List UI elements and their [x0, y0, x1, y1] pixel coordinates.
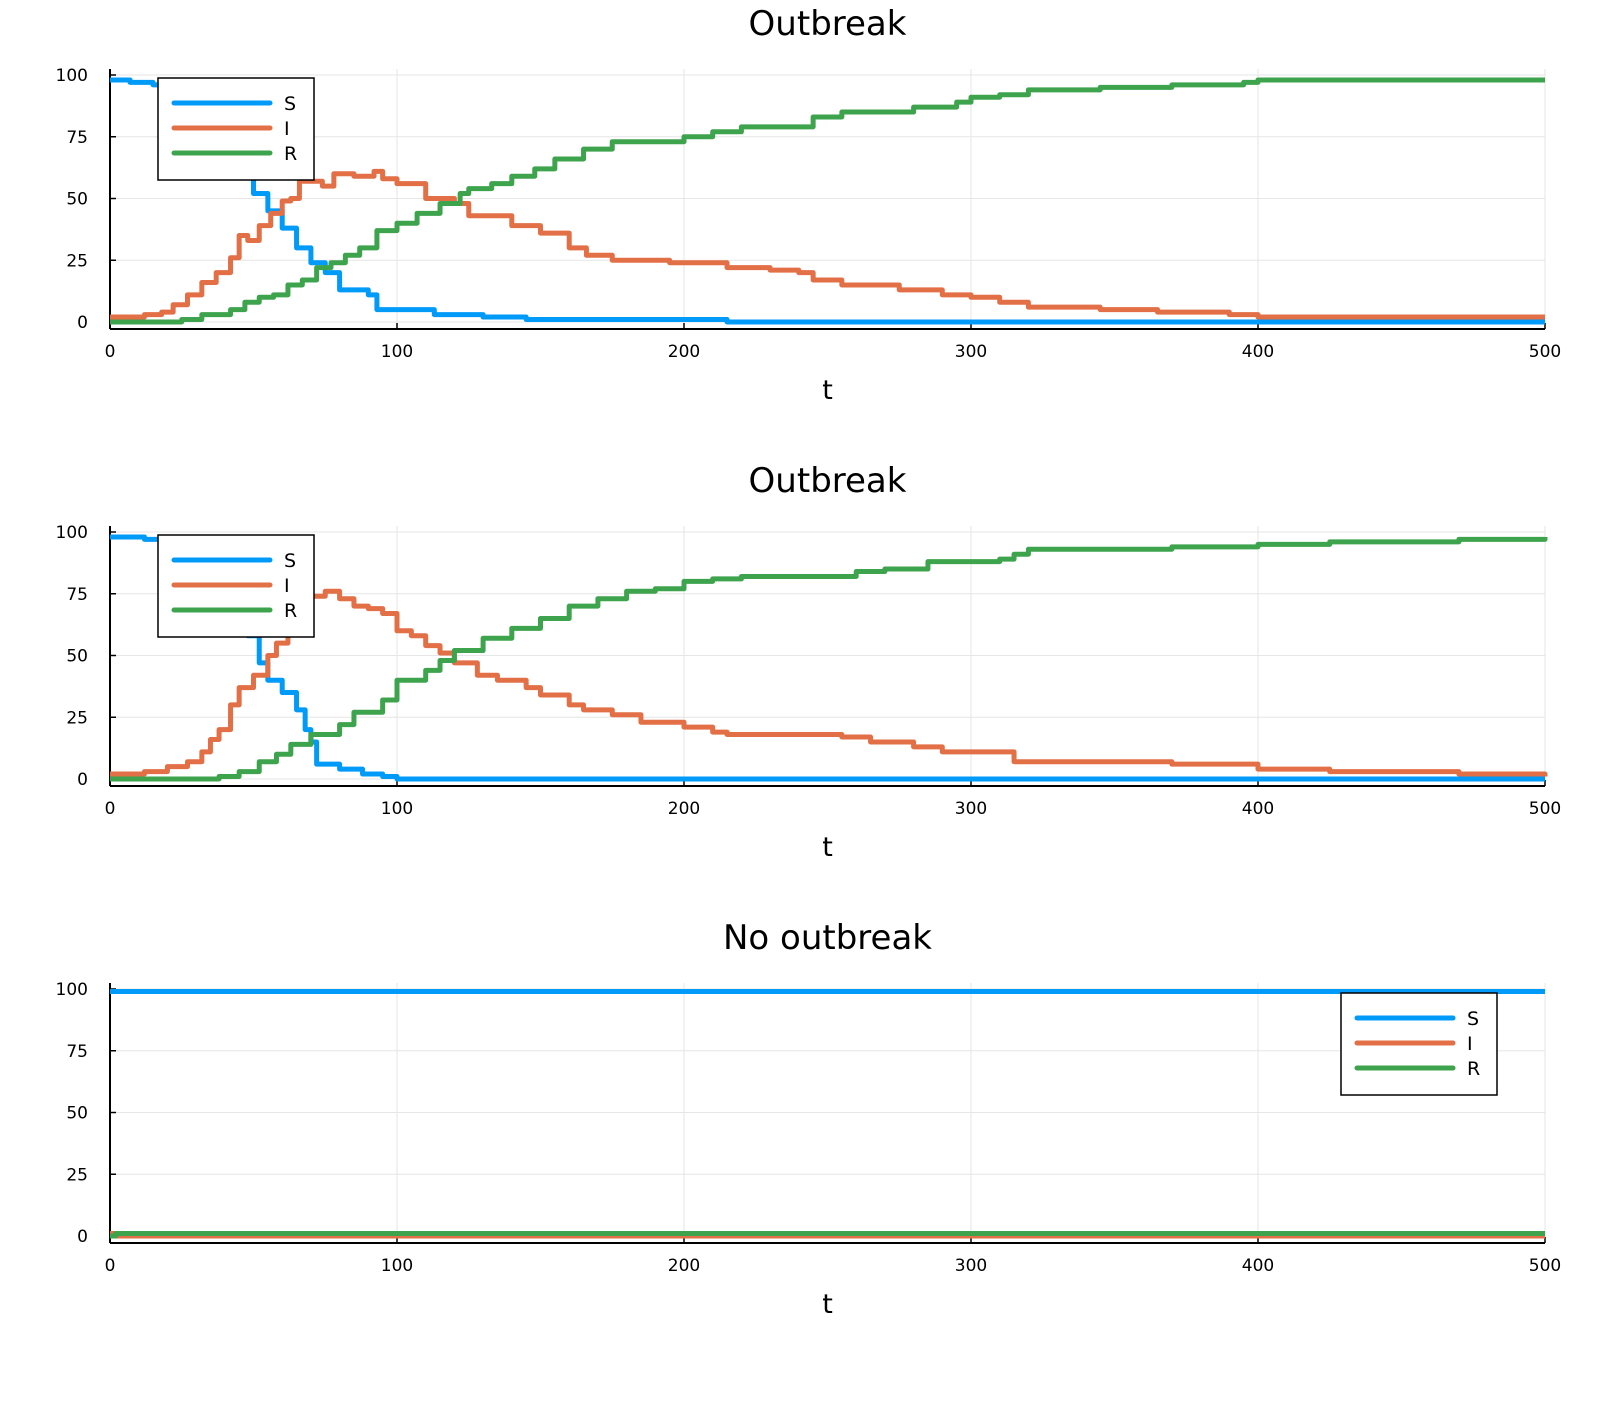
series-line-R	[110, 536, 1548, 782]
series-line-R	[110, 1231, 1545, 1239]
subplot-3: 0 100 200 300 400 500 0 25 50 75 100 No outbreak t SI…	[56, 918, 1562, 1320]
x-tick-label: 200	[668, 799, 700, 819]
x-tick-label: 0	[105, 1256, 116, 1276]
y-tick-label: 0	[77, 1227, 88, 1247]
x-tick-label: 0	[105, 342, 116, 362]
y-tick-label: 100	[56, 523, 88, 543]
legend-label-I: I	[1467, 1033, 1473, 1055]
y-tick-label: 100	[56, 66, 88, 86]
y-tick-label: 75	[66, 1042, 88, 1062]
subplot-title: No outbreak	[723, 918, 932, 958]
x-axis-label: t	[822, 375, 833, 406]
x-tick-label: 0	[105, 799, 116, 819]
y-tick-label: 100	[56, 980, 88, 1000]
x-tick-label: 400	[1242, 799, 1274, 819]
series-line-S	[110, 534, 1545, 782]
x-tick-label: 300	[955, 1256, 987, 1276]
legend: SIR	[157, 77, 315, 181]
y-tick-label: 25	[66, 708, 88, 728]
y-tick-label: 75	[66, 585, 88, 605]
x-tick-label: 100	[381, 799, 413, 819]
y-tick-label: 75	[66, 128, 88, 148]
legend-label-R: R	[284, 143, 297, 165]
subplot-1: 0 100 200 300 400 500 0 25 50 75 100 Outbreak t SIR	[56, 4, 1562, 406]
y-tick-label: 0	[77, 770, 88, 790]
y-tick-label: 50	[66, 1104, 88, 1124]
legend-label-S: S	[1467, 1008, 1479, 1030]
subplot-2: 0 100 200 300 400 500 0 25 50 75 100 Outbreak t SIR	[56, 461, 1562, 863]
y-tick-label: 25	[66, 1165, 88, 1185]
legend-label-S: S	[284, 93, 296, 115]
y-tick-label: 25	[66, 251, 88, 271]
legend: SIR	[1340, 992, 1498, 1096]
legend-label-R: R	[1467, 1058, 1480, 1080]
x-tick-label: 400	[1242, 1256, 1274, 1276]
series-line-I	[110, 168, 1545, 320]
x-tick-label: 200	[668, 342, 700, 362]
x-axis-label: t	[822, 832, 833, 863]
x-tick-label: 500	[1529, 1256, 1561, 1276]
series-line-R	[110, 77, 1545, 325]
legend-label-I: I	[284, 575, 290, 597]
legend: SIR	[157, 534, 315, 638]
x-tick-label: 400	[1242, 342, 1274, 362]
x-axis-label: t	[822, 1289, 833, 1320]
x-tick-label: 300	[955, 799, 987, 819]
y-tick-label: 50	[66, 190, 88, 210]
subplot-title: Outbreak	[749, 4, 907, 44]
x-tick-label: 200	[668, 1256, 700, 1276]
x-tick-label: 500	[1529, 799, 1561, 819]
x-tick-label: 300	[955, 342, 987, 362]
x-tick-label: 500	[1529, 342, 1561, 362]
x-tick-label: 100	[381, 1256, 413, 1276]
subplot-title: Outbreak	[749, 461, 907, 501]
x-tick-label: 100	[381, 342, 413, 362]
y-tick-label: 0	[77, 313, 88, 333]
legend-label-R: R	[284, 600, 297, 622]
legend-label-S: S	[284, 550, 296, 572]
series-line-I	[110, 588, 1548, 777]
y-tick-label: 50	[66, 647, 88, 667]
legend-label-I: I	[284, 118, 290, 140]
